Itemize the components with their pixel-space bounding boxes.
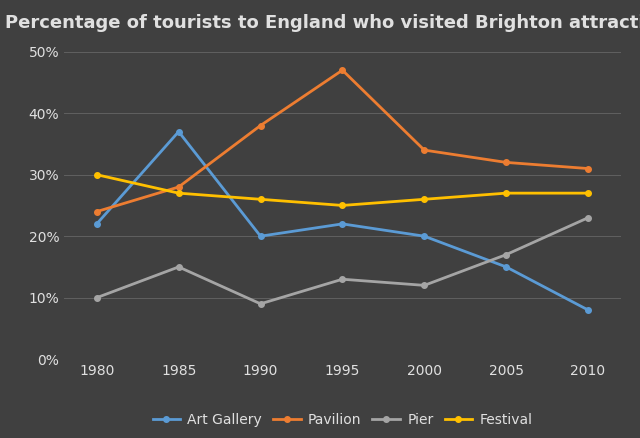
Festival [175, 191, 182, 196]
Pavilion [339, 67, 346, 73]
Art Gallery [584, 307, 592, 313]
Pier [175, 264, 182, 269]
Pier [420, 283, 428, 288]
Art Gallery [502, 264, 510, 269]
Art Gallery [93, 221, 100, 226]
Art Gallery [339, 221, 346, 226]
Pier [93, 295, 100, 300]
Pavilion [502, 160, 510, 165]
Art Gallery [420, 233, 428, 239]
Art Gallery [175, 129, 182, 134]
Pavilion [175, 184, 182, 190]
Title: Percentage of tourists to England who visited Brighton attractions: Percentage of tourists to England who vi… [5, 14, 640, 32]
Festival [502, 191, 510, 196]
Line: Pier: Pier [94, 215, 591, 307]
Pavilion [420, 148, 428, 153]
Festival [420, 197, 428, 202]
Festival [257, 197, 264, 202]
Pavilion [93, 209, 100, 214]
Line: Festival: Festival [94, 172, 591, 208]
Pier [257, 301, 264, 307]
Festival [584, 191, 592, 196]
Pavilion [257, 123, 264, 128]
Line: Art Gallery: Art Gallery [94, 129, 591, 313]
Pier [339, 277, 346, 282]
Festival [339, 203, 346, 208]
Pier [584, 215, 592, 220]
Festival [93, 172, 100, 177]
Art Gallery [257, 233, 264, 239]
Legend: Art Gallery, Pavilion, Pier, Festival: Art Gallery, Pavilion, Pier, Festival [147, 408, 538, 433]
Pavilion [584, 166, 592, 171]
Line: Pavilion: Pavilion [94, 67, 591, 214]
Pier [502, 252, 510, 257]
